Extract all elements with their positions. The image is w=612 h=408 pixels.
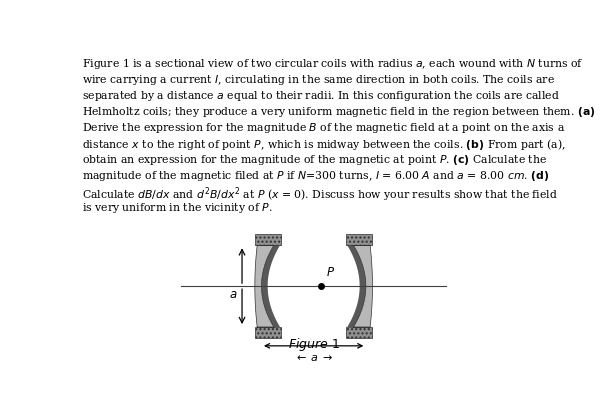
Polygon shape (346, 327, 373, 338)
Polygon shape (347, 245, 366, 327)
Text: distance $x$ to the right of point $P$, which is midway between the coils. $\mat: distance $x$ to the right of point $P$, … (82, 137, 566, 152)
Text: $P$: $P$ (326, 266, 335, 279)
Text: $\leftarrow\; a \;\rightarrow$: $\leftarrow\; a \;\rightarrow$ (294, 353, 334, 363)
Text: Calculate $dB/dx$ and $d^2B/dx^2$ at $P$ ($x$ = 0). Discuss how your results sho: Calculate $dB/dx$ and $d^2B/dx^2$ at $P$… (82, 185, 558, 204)
Polygon shape (255, 234, 282, 245)
Text: $\it{Figure\ 1}$: $\it{Figure\ 1}$ (288, 336, 340, 353)
Text: Figure 1 is a sectional view of two circular coils with radius $a$, each wound w: Figure 1 is a sectional view of two circ… (82, 57, 584, 71)
Polygon shape (354, 245, 373, 327)
Text: separated by a distance $a$ equal to their radii. In this configuration the coil: separated by a distance $a$ equal to the… (82, 89, 560, 103)
Text: $a$: $a$ (230, 288, 237, 301)
Polygon shape (255, 245, 274, 327)
Text: obtain an expression for the magnitude of the magnetic at point $P$. $\mathbf{(c: obtain an expression for the magnitude o… (82, 153, 547, 167)
Text: wire carrying a current $I$, circulating in the same direction in both coils. Th: wire carrying a current $I$, circulating… (82, 73, 555, 87)
Text: magnitude of the magnetic filed at $P$ if $N$=300 turns, $I$ = 6.00 $A$ and $a$ : magnitude of the magnetic filed at $P$ i… (82, 169, 550, 183)
Text: Helmholtz coils; they produce a very uniform magnetic field in the region betwee: Helmholtz coils; they produce a very uni… (82, 105, 595, 119)
Polygon shape (261, 245, 280, 327)
Polygon shape (346, 234, 373, 245)
Text: Derive the expression for the magnitude $B$ of the magnetic field at a point on : Derive the expression for the magnitude … (82, 121, 565, 135)
Polygon shape (255, 327, 282, 338)
Text: is very uniform in the vicinity of $P$.: is very uniform in the vicinity of $P$. (82, 201, 273, 215)
